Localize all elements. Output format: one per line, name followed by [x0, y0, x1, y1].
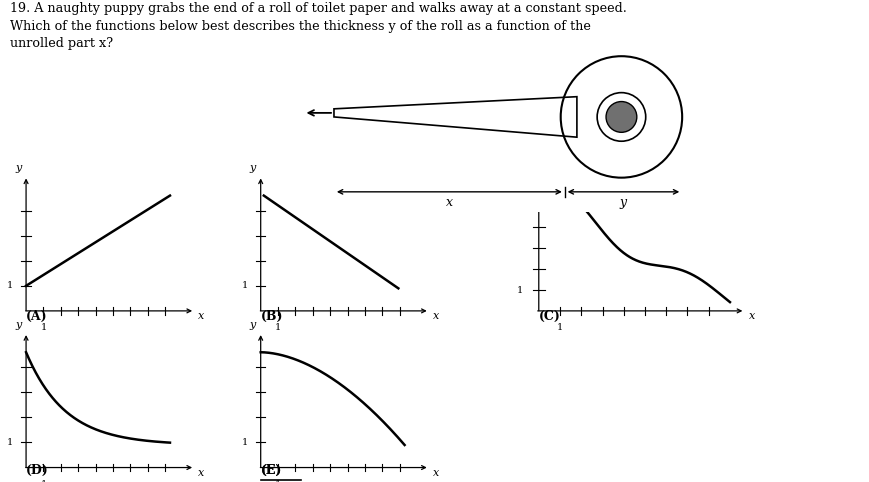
Text: 1: 1 [275, 323, 282, 333]
Text: x: x [433, 468, 439, 478]
Text: 1: 1 [7, 281, 14, 290]
Polygon shape [334, 97, 577, 137]
Text: (E): (E) [261, 464, 282, 477]
Text: x: x [198, 468, 204, 478]
Text: 19. A naughty puppy grabs the end of a roll of toilet paper and walks away at a : 19. A naughty puppy grabs the end of a r… [10, 2, 627, 51]
Text: y: y [620, 196, 627, 209]
Text: y: y [249, 163, 256, 173]
Text: 1: 1 [242, 438, 249, 447]
Text: 1: 1 [40, 480, 47, 482]
Text: (B): (B) [261, 310, 283, 323]
Text: 1: 1 [40, 323, 47, 333]
Circle shape [606, 102, 637, 133]
Text: x: x [433, 311, 439, 321]
Text: 1: 1 [557, 323, 563, 333]
Text: x: x [198, 311, 204, 321]
Text: 1: 1 [242, 281, 249, 290]
Text: y: y [526, 163, 533, 173]
Text: y: y [249, 320, 256, 330]
Text: 1: 1 [7, 438, 14, 447]
Text: (A): (A) [26, 310, 48, 323]
Text: (D): (D) [26, 464, 49, 477]
Text: (E): (E) [261, 464, 282, 477]
Text: (C): (C) [539, 310, 561, 323]
Text: y: y [15, 163, 22, 173]
Text: 1: 1 [517, 285, 523, 295]
Text: x: x [749, 311, 755, 321]
Text: y: y [15, 320, 22, 330]
Text: 1: 1 [275, 480, 282, 482]
Text: x: x [446, 196, 453, 209]
